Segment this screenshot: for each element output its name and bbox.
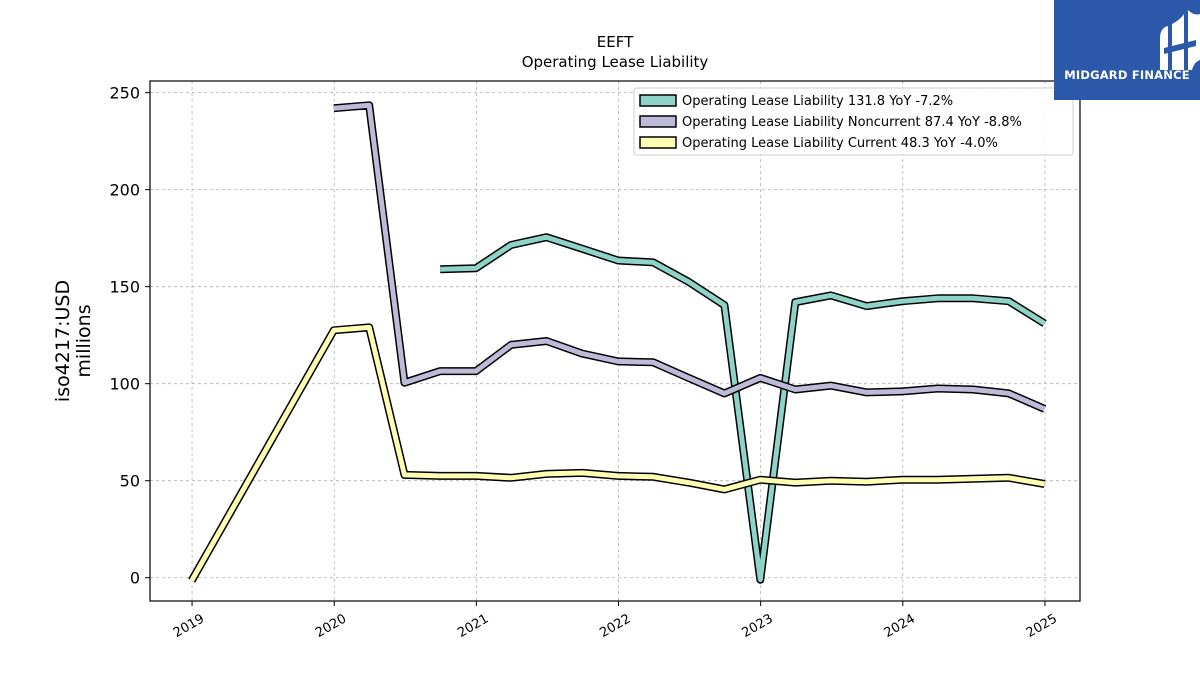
y-tick-label: 0 xyxy=(130,569,140,588)
series-outline xyxy=(440,233,1047,584)
legend: Operating Lease Liability 131.8 YoY -7.2… xyxy=(633,87,1074,156)
y-axis-label-unit: iso4217:USD xyxy=(52,280,74,402)
legend-swatch-noncurrent xyxy=(639,115,677,128)
brand-logo: MIDGARD FINANCE xyxy=(1054,0,1200,100)
plot-frame xyxy=(149,80,1081,602)
x-tick-label: 2022 xyxy=(597,611,633,641)
x-tick-label: 2019 xyxy=(171,611,207,641)
chart-title: EEFT xyxy=(597,33,634,51)
x-tick-label: 2023 xyxy=(739,611,775,641)
y-tick-label: 50 xyxy=(120,472,140,491)
y-tick-label: 150 xyxy=(109,278,140,297)
axis-ticks: 0 50 100 150 200 250 2019 2020 2021 2022 2023 2024 2… xyxy=(109,84,1059,641)
brand-name: MIDGARD FINANCE xyxy=(1064,68,1190,82)
series-line-0 xyxy=(440,233,1047,584)
x-tick-label: 2024 xyxy=(882,611,918,641)
y-axis-label-scale: millions xyxy=(73,304,95,377)
legend-box xyxy=(633,87,1074,156)
series-core xyxy=(333,102,1046,412)
legend-label-total: Operating Lease Liability 131.8 YoY -7.2… xyxy=(682,94,953,109)
x-tick-label: 2021 xyxy=(455,611,491,641)
grid-lines xyxy=(150,81,1080,601)
legend-swatch-current xyxy=(639,136,677,149)
series-line-1 xyxy=(333,101,1047,413)
y-tick-label: 200 xyxy=(109,181,140,200)
legend-swatch-total xyxy=(639,94,677,107)
chart-subtitle: Operating Lease Liability xyxy=(522,53,709,71)
series-core xyxy=(440,234,1046,583)
legend-label-noncurrent: Operating Lease Liability Noncurrent 87.… xyxy=(682,115,1022,130)
y-tick-label: 100 xyxy=(109,375,140,394)
x-tick-label: 2020 xyxy=(313,611,349,641)
brand-mark-icon xyxy=(1160,10,1200,70)
series-line-2 xyxy=(188,323,1046,583)
series-core xyxy=(189,324,1046,582)
x-tick-label: 2025 xyxy=(1024,611,1060,641)
legend-label-current: Operating Lease Liability Current 48.3 Y… xyxy=(682,136,998,151)
series-lines xyxy=(188,101,1047,584)
y-tick-label: 250 xyxy=(109,84,140,103)
